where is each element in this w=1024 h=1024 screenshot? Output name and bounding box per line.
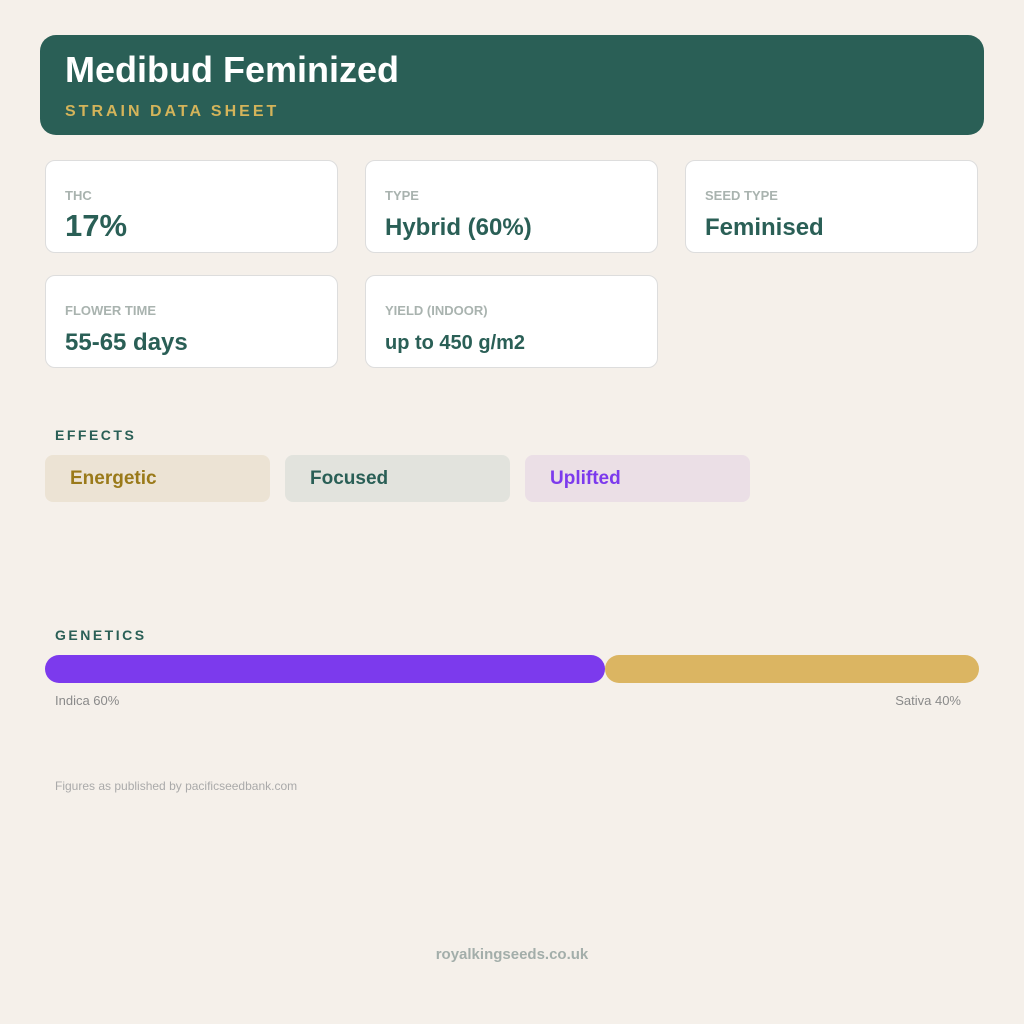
note: Figures as published by pacificseedbank.… — [55, 779, 298, 793]
genetics-label: Sativa 40% — [895, 693, 961, 708]
genetics-bar — [45, 655, 979, 683]
subtitle: STRAIN DATA SHEET — [65, 103, 280, 120]
genetics-label: Indica 60% — [55, 693, 120, 708]
stat-label: FLOWER TIME — [65, 303, 156, 318]
effect-chip: Focused — [285, 455, 510, 502]
footer: royalkingseeds.co.uk — [435, 946, 589, 963]
stat-card: TYPE Hybrid (60%) — [365, 160, 658, 253]
stat-label: SEED TYPE — [705, 188, 778, 203]
stat-card: SEED TYPE Feminised — [685, 160, 978, 253]
stat-card: THC 17% — [45, 160, 338, 253]
section-title: GENETICS — [55, 627, 147, 643]
stat-value: Hybrid (60%) — [385, 214, 532, 241]
stat-label: TYPE — [385, 188, 419, 203]
section-title: EFFECTS — [55, 427, 137, 443]
genetics-segment — [45, 655, 606, 683]
stat-card: FLOWER TIME 55-65 days — [45, 275, 338, 368]
effect-chip: Energetic — [45, 455, 270, 502]
stat-value: 55-65 days — [65, 329, 188, 356]
stat-value: Feminised — [705, 214, 824, 241]
stat-card: YIELD (INDOOR) up to 450 g/m2 — [365, 275, 658, 368]
stat-label: THC — [65, 188, 92, 203]
genetics-segment — [605, 655, 979, 683]
stat-value: 17% — [65, 208, 128, 243]
stat-label: YIELD (INDOOR) — [385, 303, 488, 318]
effect-chip: Uplifted — [525, 455, 750, 502]
title: Medibud Feminized — [65, 49, 400, 90]
header: Medibud Feminized STRAIN DATA SHEET — [40, 35, 984, 135]
stat-value: up to 450 g/m2 — [385, 332, 526, 354]
